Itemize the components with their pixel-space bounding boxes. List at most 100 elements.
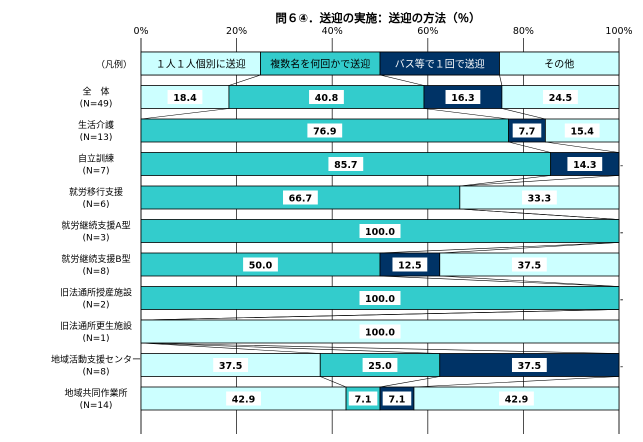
data-label-bg <box>512 123 542 138</box>
connector-line <box>459 175 620 187</box>
data-label: 15.4 <box>570 127 594 138</box>
category-n: (N=3) <box>82 234 109 244</box>
x-tick-label: 60% <box>417 26 438 37</box>
category-labels: 全 体 (N=49) 生活介護 (N=13) 自立訓練 (N=7) 就労移行支援 (N=6) 就… <box>51 86 141 412</box>
data-label-bg <box>348 391 378 406</box>
zero-label: - <box>620 228 623 238</box>
data-label-bg <box>543 90 578 104</box>
data-label-bg <box>359 224 401 238</box>
connector-line <box>413 376 620 388</box>
connector-line <box>459 175 551 187</box>
data-label-bg <box>362 358 398 372</box>
data-label-bg <box>522 190 557 205</box>
connector-line <box>140 342 440 354</box>
data-label-bg <box>511 257 547 272</box>
data-label: 42.9 <box>232 395 255 406</box>
data-label: 50.0 <box>249 261 273 272</box>
legend-label: 複数名を何回かで送迎 <box>270 58 370 71</box>
data-label-bg <box>307 123 343 138</box>
data-label-bg <box>167 90 203 104</box>
data-label-bg <box>283 190 318 205</box>
data-label-bg <box>564 123 600 138</box>
category-n: (N=49) <box>80 100 113 110</box>
x-tick-label: 100% <box>605 26 632 37</box>
connector-line <box>140 108 229 120</box>
data-label-bg <box>382 391 412 406</box>
data-label: 12.5 <box>398 261 421 272</box>
x-tick-label: 80% <box>513 26 534 37</box>
zero-label: - <box>620 161 623 171</box>
legend-label: バス等で１回で送迎 <box>395 58 485 71</box>
connector-line <box>545 141 620 153</box>
data-label: 25.0 <box>368 361 392 372</box>
legend-swatch <box>499 51 620 76</box>
data-label: 85.7 <box>334 160 357 171</box>
category-n: (N=7) <box>82 167 109 177</box>
category-name: 就労移行支援 <box>69 186 123 198</box>
chart-title: 問６④．送迎の実施：送迎の方法（％） <box>275 11 480 25</box>
data-label: 16.3 <box>451 93 474 104</box>
data-label-bg <box>511 358 547 372</box>
x-axis-ticks: 0% 20% 40% 60% 80% 100% <box>133 26 632 37</box>
data-label: 7.1 <box>389 395 406 406</box>
data-label: 100.0 <box>365 294 395 305</box>
category-name: 就労継続支援A型 <box>61 220 130 232</box>
connector-line <box>379 376 440 388</box>
data-label: 100.0 <box>365 227 395 238</box>
category-name: 全 体 <box>82 86 109 98</box>
data-label: 18.4 <box>173 93 197 104</box>
category-name: 就労継続支援B型 <box>61 253 130 265</box>
zero-label: - <box>620 228 623 238</box>
category-n: (N=13) <box>80 133 113 143</box>
zero-label: - <box>620 295 623 305</box>
connector-line <box>379 74 425 86</box>
series-connector-lines <box>140 74 620 388</box>
category-n: (N=1) <box>82 334 109 344</box>
connector-line <box>140 309 620 321</box>
data-label: 7.7 <box>519 127 536 138</box>
connector-line <box>439 242 620 254</box>
connector-line <box>320 376 347 388</box>
data-label-bg <box>328 157 364 171</box>
legend-label: １人１人個別に送迎 <box>156 58 246 71</box>
data-label: 14.3 <box>573 160 596 171</box>
data-label-bg <box>567 157 603 171</box>
category-name: 自立訓練 <box>78 153 114 165</box>
connector-line <box>379 275 620 287</box>
data-label: 37.5 <box>518 361 541 372</box>
data-label: 33.3 <box>528 194 551 205</box>
data-label-bg <box>213 358 249 372</box>
data-label: 40.8 <box>315 93 339 104</box>
category-name: 生活介護 <box>78 119 114 131</box>
x-tick-label: 20% <box>226 26 247 37</box>
legend: １人１人個別に送迎 複数名を何回かで送迎 バス等で１回で送迎 その他 （凡例） <box>96 51 620 76</box>
data-label-bg <box>445 90 481 104</box>
category-name: 旧法通所更生施設 <box>60 320 132 332</box>
connector-line <box>379 242 620 254</box>
category-n: (N=14) <box>80 401 113 411</box>
data-label: 37.5 <box>518 261 541 272</box>
data-label: 24.5 <box>549 93 572 104</box>
data-label-bg <box>392 257 428 272</box>
connector-line <box>140 342 321 354</box>
connector-line <box>228 74 261 86</box>
data-label: 7.1 <box>355 395 372 406</box>
data-label-bg <box>359 291 401 305</box>
category-n: (N=6) <box>82 200 109 210</box>
data-label-bg <box>309 90 344 104</box>
category-name: 地域共同作業所 <box>64 387 127 399</box>
zero-label: - <box>620 295 623 305</box>
connector-line <box>499 74 503 86</box>
data-label: 42.9 <box>505 395 528 406</box>
category-n: (N=2) <box>82 301 109 311</box>
data-label-bg <box>243 257 278 272</box>
zero-label: - <box>620 362 623 372</box>
legend-row-label: （凡例） <box>96 59 132 71</box>
legend-label: その他 <box>544 58 574 71</box>
data-label-bg <box>226 391 261 406</box>
data-label: 37.5 <box>219 361 242 372</box>
data-label-bg <box>359 324 401 339</box>
connector-line <box>439 275 620 287</box>
data-label: 66.7 <box>289 194 312 205</box>
